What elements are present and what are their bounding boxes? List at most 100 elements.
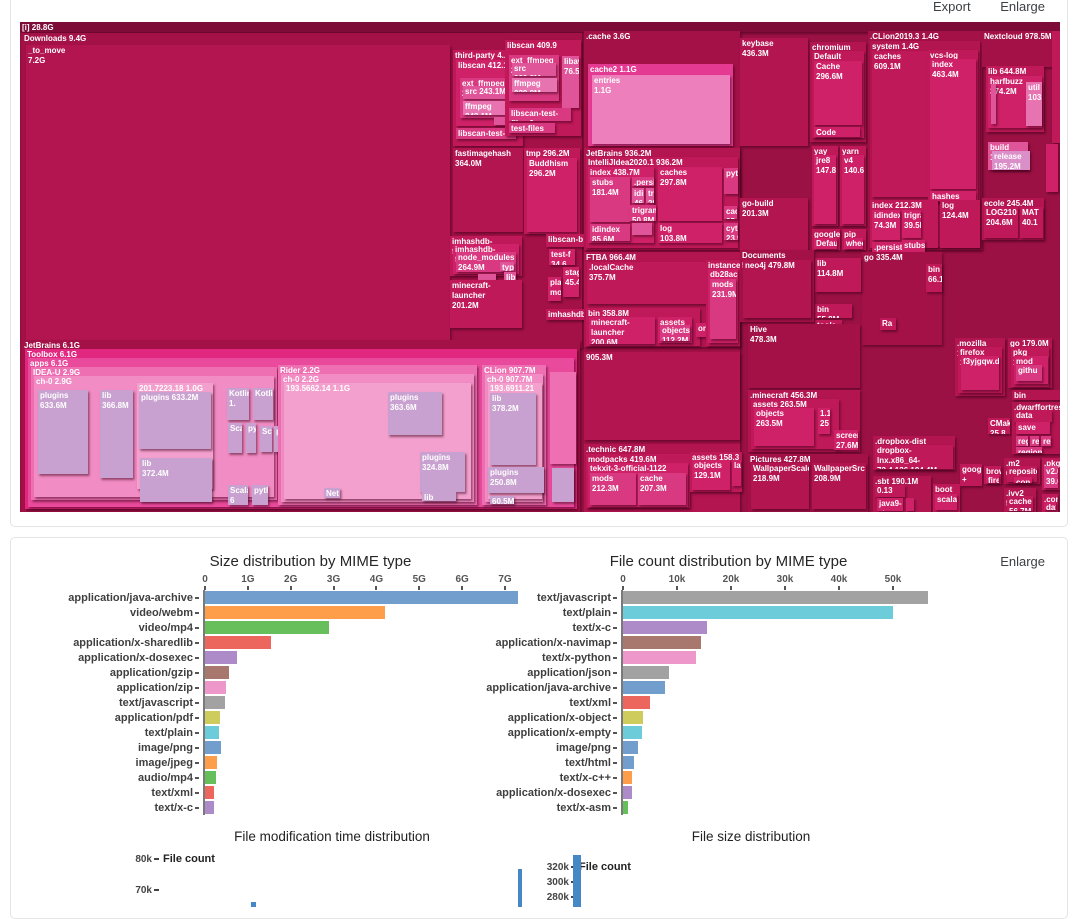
treemap-node[interactable]: Hive 478.3M (748, 324, 860, 388)
treemap-node[interactable]: f3yjgqw.defau (961, 356, 999, 390)
treemap-node[interactable]: libav 76.5 (562, 56, 579, 108)
treemap-node[interactable]: mods 231.9M (710, 279, 736, 339)
treemap-node[interactable]: fastimagehash 364.0M (453, 148, 523, 232)
treemap-node[interactable] (1052, 31, 1060, 143)
treemap-node[interactable]: Nextcloud 978.5M (982, 31, 1060, 67)
treemap-node[interactable]: .persiste (632, 177, 654, 186)
treemap-node[interactable]: test-f 34.6 (549, 249, 575, 265)
treemap-node[interactable]: tri 28 (646, 188, 654, 203)
treemap-node[interactable]: java9-rt-+ 68.1M (877, 498, 903, 511)
treemap-node[interactable]: v4 140.6M (842, 155, 864, 224)
treemap-node[interactable]: data 165.4M (1014, 410, 1052, 422)
treemap-node[interactable]: libscan-test-files 6 (509, 108, 571, 121)
treemap-node[interactable]: WallpaperScaled 218.9M (751, 463, 809, 509)
treemap-node[interactable]: wheel (844, 238, 863, 249)
treemap-node[interactable]: _to_move 7.2G (26, 45, 450, 345)
treemap-node[interactable]: Kotlin 1. (227, 388, 249, 420)
treemap-node[interactable]: on (696, 323, 706, 337)
treemap-node[interactable]: test-files (509, 123, 555, 133)
treemap-node[interactable]: Kotlin (253, 388, 273, 420)
treemap-node[interactable]: caches 609.1M (872, 51, 928, 197)
treemap-node[interactable]: 905.3M (584, 352, 740, 440)
treemap-node[interactable]: lau (732, 460, 741, 486)
treemap-node[interactable]: scala- (935, 494, 957, 510)
treemap-node[interactable]: trigram.i 50.8M (630, 205, 656, 221)
treemap-node[interactable] (552, 468, 574, 502)
treemap-node[interactable]: WallpaperSrc 208.9M (812, 463, 866, 509)
treemap-node[interactable]: regi (1041, 436, 1051, 446)
treemap-node[interactable]: Scala 6 (228, 485, 248, 505)
export-button[interactable]: Export (932, 0, 971, 14)
treemap-node[interactable]: pyth (724, 168, 738, 194)
treemap-node[interactable]: githu (1016, 365, 1042, 381)
treemap-node[interactable]: data (1044, 502, 1056, 510)
treemap-node[interactable]: go-build 201.3M (740, 198, 808, 250)
enlarge-button[interactable]: Enlarge (1000, 0, 1045, 14)
treemap-node[interactable]: src 239.8M (512, 63, 556, 76)
treemap-node[interactable] (478, 274, 496, 282)
charts-enlarge-button[interactable]: Enlarge (1000, 554, 1045, 569)
treemap-node[interactable]: trigram 39.5M (902, 210, 921, 238)
treemap-node[interactable]: entries 1.1G (592, 75, 730, 144)
treemap-node[interactable]: py (246, 423, 256, 453)
treemap-node[interactable]: plugins 324.8M (420, 452, 465, 492)
treemap-node[interactable]: cytho 23.9 (724, 223, 738, 240)
treemap-node[interactable]: libscan-test-file (456, 128, 516, 139)
treemap-node[interactable]: neo4j 479.8M (743, 260, 811, 318)
treemap-node[interactable]: plugins 250.8M (488, 467, 544, 493)
treemap-node[interactable]: screen 27.6M (834, 430, 858, 450)
treemap-node[interactable]: save 165.4M (1016, 422, 1050, 434)
treemap-node[interactable]: pyth (252, 485, 268, 505)
treemap-node[interactable]: lib (422, 492, 456, 501)
treemap-node[interactable]: lib 372.4M (140, 458, 212, 502)
treemap-node[interactable]: Net (324, 488, 340, 498)
treemap-node[interactable]: jre8 147.8M (814, 155, 836, 224)
treemap-node[interactable]: plugins 633.6M (38, 390, 88, 474)
treemap-node[interactable]: stage 45.4M (563, 267, 579, 297)
treemap-node[interactable]: CMak 25.8 (988, 418, 1010, 434)
treemap-node[interactable]: Sca (260, 426, 272, 452)
treemap-node[interactable]: bin 55.8M (815, 304, 852, 318)
treemap-node[interactable]: Scal (228, 423, 242, 453)
treemap-node[interactable]: util 103.4 (1026, 82, 1042, 126)
treemap-node[interactable]: google-+ 34.8M (960, 464, 982, 486)
treemap-node[interactable]: Default (814, 238, 837, 249)
treemap-node[interactable]: cache 56.7M (1007, 496, 1033, 511)
treemap-node[interactable]: keybase 436.3M (740, 38, 808, 146)
treemap-node[interactable] (1046, 144, 1058, 192)
treemap-node[interactable]: index 463.4M (930, 59, 976, 189)
treemap-node[interactable]: v2.6 39.6 (1044, 466, 1058, 488)
treemap-node[interactable]: MAT 40.1 (1020, 207, 1043, 238)
treemap-node[interactable]: release 195.2M (992, 151, 1030, 170)
treemap-node[interactable]: 60.5M (490, 496, 514, 504)
treemap-node[interactable]: Code Cache 70. (814, 127, 860, 137)
treemap-node[interactable]: src 243.1M (463, 86, 511, 99)
treemap-node[interactable]: lib 366.8M (100, 390, 133, 478)
treemap-node[interactable]: 1.1 25 (818, 408, 830, 434)
treemap-node[interactable]: Cache 296.6M (814, 61, 862, 125)
treemap-node[interactable]: lib 114.8M (815, 258, 861, 292)
treemap-node[interactable]: idindex 85.6M (590, 224, 630, 241)
treemap-node[interactable] (991, 84, 996, 124)
treemap-node[interactable]: con (1014, 477, 1032, 483)
treemap-node[interactable]: plugins 633.2M (139, 392, 211, 449)
treemap-node[interactable]: ffmpeg 239.8M (512, 78, 557, 92)
treemap-node[interactable]: lib 378.2M (490, 393, 536, 465)
treemap-node[interactable]: objects 112.2M (660, 325, 690, 341)
treemap-node[interactable]: objects 129.1M (692, 460, 730, 490)
treemap-node[interactable]: bin (1012, 390, 1060, 400)
treemap-node[interactable]: Ra (880, 318, 896, 330)
treemap-node[interactable]: firef (986, 475, 999, 483)
treemap-node[interactable]: cach 25. (724, 206, 737, 219)
treemap-node[interactable] (550, 372, 576, 464)
treemap-node[interactable]: LOG210 204.6M (984, 207, 1018, 238)
treemap-node[interactable]: minecraft-launcher 200.6M (589, 317, 655, 344)
treemap-node[interactable]: caches 297.8M (658, 167, 722, 221)
treemap-node[interactable]: region3 (1016, 447, 1042, 453)
treemap-node[interactable]: log 103.8M (658, 223, 722, 243)
treemap-node[interactable]: idin 46.2 (632, 188, 644, 203)
treemap-node[interactable]: dropbox-lnx.x86_64-72.4.136 194.4M (875, 445, 953, 469)
treemap-node[interactable]: hashes (930, 191, 976, 201)
treemap-node[interactable]: log 124.4M (940, 200, 980, 248)
treemap-node[interactable] (632, 223, 652, 235)
